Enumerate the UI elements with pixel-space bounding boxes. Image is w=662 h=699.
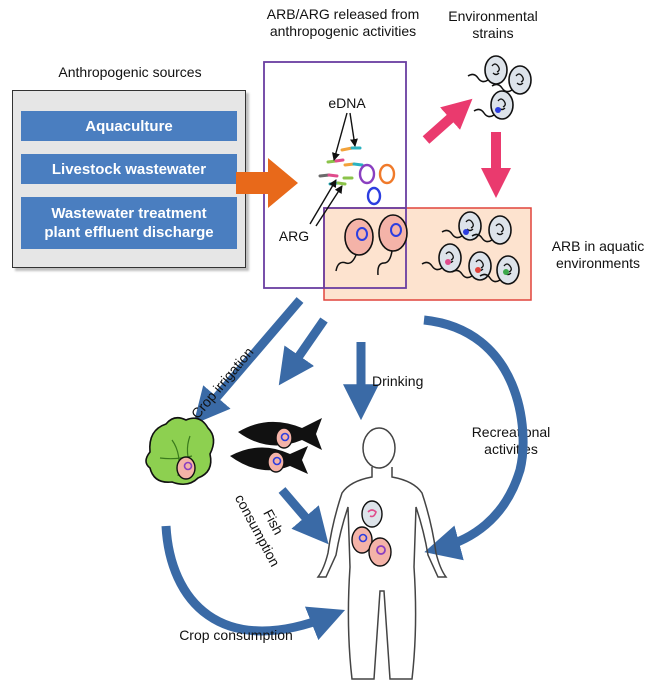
edna-label: eDNA [328, 95, 366, 111]
source-wastewater-treatment: Wastewater treatment plant effluent disc… [21, 197, 237, 249]
source-aquaculture: Aquaculture [21, 111, 237, 141]
release-title: ARB/ARG released from anthropogenic acti… [266, 6, 420, 39]
sources-title: Anthropogenic sources [58, 64, 202, 80]
source-livestock-wastewater: Livestock wastewater [21, 154, 237, 184]
aquatic-label: ARB in aquatic environments [551, 238, 645, 271]
blue-pathway-arrows [161, 297, 528, 641]
arrow-crop-irrigation [193, 297, 304, 425]
arb-pink-bacteria [335, 214, 408, 276]
orange-arrow [236, 158, 298, 208]
arrow-crop-consumption [161, 525, 346, 641]
arrow-to-fish [278, 317, 328, 386]
arb-grey-bacteria [421, 211, 520, 285]
edna-pointers [309, 112, 358, 227]
pink-arrow-to-environment [422, 98, 473, 144]
arg-label: ARG [279, 228, 309, 244]
arrow-recreational [423, 315, 528, 561]
environmental-strains-label: Environmental strains [448, 8, 538, 41]
edna-fragments [318, 146, 364, 186]
human-bacteria [351, 500, 392, 567]
fish-icons [230, 418, 322, 474]
crop-consumption-label: Crop consumption [179, 627, 293, 643]
plasmids [358, 163, 396, 206]
human-outline [316, 427, 448, 680]
lettuce-icon [145, 416, 215, 486]
environmental-strain-bacteria [467, 55, 532, 120]
drinking-label: Drinking [372, 373, 423, 389]
arrow-fish-consumption [278, 487, 329, 545]
crop-irrigation-label: Crop irrigation [188, 344, 257, 422]
release-box-overlap [323, 207, 407, 289]
